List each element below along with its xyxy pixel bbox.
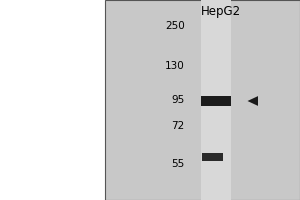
Bar xyxy=(201,96,231,106)
Text: 95: 95 xyxy=(171,95,184,105)
Text: 72: 72 xyxy=(171,121,184,131)
Bar xyxy=(105,0,300,200)
Bar xyxy=(201,0,231,200)
Text: 55: 55 xyxy=(171,159,184,169)
Text: 250: 250 xyxy=(165,21,184,31)
Polygon shape xyxy=(248,96,258,106)
Text: HepG2: HepG2 xyxy=(200,4,241,18)
Bar xyxy=(202,153,224,161)
Text: 130: 130 xyxy=(165,61,184,71)
